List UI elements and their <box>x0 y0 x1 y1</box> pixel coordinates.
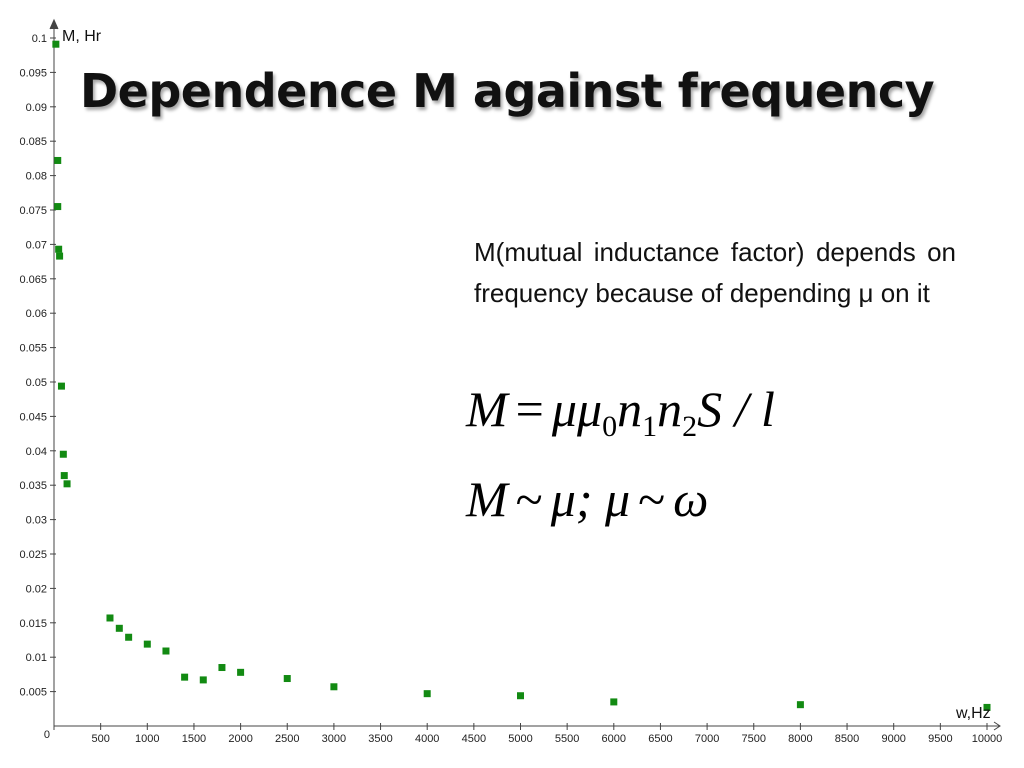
x-tick-label: 9000 <box>881 733 905 745</box>
data-point <box>143 640 151 648</box>
y-tick-label: 0.035 <box>19 480 47 492</box>
x-tick-label: 1500 <box>182 733 206 745</box>
data-point <box>54 156 62 164</box>
data-point <box>517 692 524 700</box>
data-point <box>55 245 63 253</box>
data-point <box>983 703 991 711</box>
formula-s-over-l: S / l <box>697 381 775 437</box>
y-tick-label: 0.06 <box>26 308 47 320</box>
formula-mu: μμ <box>551 381 603 437</box>
formula-n1: n <box>617 381 643 437</box>
data-point <box>54 203 62 211</box>
n1-subscript: 1 <box>642 410 658 443</box>
data-point <box>106 614 114 622</box>
data-point <box>181 673 189 681</box>
data-point <box>115 624 123 632</box>
chart-axes <box>49 18 1001 731</box>
proportionality-formula: M ~ μ; μ ~ ω <box>466 470 708 528</box>
data-point <box>162 647 170 655</box>
data-point <box>610 698 618 706</box>
x-tick-label: 8500 <box>835 733 859 745</box>
data-point <box>218 664 226 672</box>
data-point <box>423 690 431 698</box>
data-point <box>60 472 68 480</box>
x-tick-label: 3500 <box>368 733 392 745</box>
y-tick-label: 0.03 <box>26 515 47 527</box>
y-tick-label: 0.04 <box>26 446 47 458</box>
x-tick-label: 7000 <box>695 733 719 745</box>
x-tick-label: 7500 <box>742 733 766 745</box>
x-tick-label: 4500 <box>462 733 486 745</box>
prop-mu: μ; <box>550 471 593 527</box>
x-tick-label: 6500 <box>648 733 672 745</box>
data-point <box>59 450 67 458</box>
x-tick-label: 3000 <box>322 733 346 745</box>
y-axis-arrow <box>49 18 59 30</box>
data-point <box>57 382 65 390</box>
x-axis-arrow <box>993 721 1001 731</box>
x-axis-label: w,Hz <box>955 705 991 722</box>
prop-omega: ω <box>673 471 709 527</box>
y-tick-label: 0.085 <box>19 136 47 148</box>
x-tick-label: 10000 <box>972 733 1003 745</box>
inductance-formula: M = μμ0n1n2S / l <box>466 380 775 442</box>
data-point <box>330 683 338 691</box>
x-tick-label: 4000 <box>415 733 439 745</box>
x-tick-label: 1000 <box>135 733 159 745</box>
y-tick-label: 0.09 <box>26 102 47 114</box>
tilde-1: ~ <box>515 471 543 527</box>
y-tick-label: 0.07 <box>26 239 47 251</box>
formula-m: M <box>466 381 508 437</box>
y-tick-label: 0.05 <box>26 377 47 389</box>
data-point <box>56 252 64 260</box>
x-tick-label: 0 <box>44 729 50 741</box>
data-point <box>237 668 245 676</box>
x-tick-label: 6000 <box>602 733 626 745</box>
n2-subscript: 2 <box>682 410 698 443</box>
prop-m: M <box>466 471 508 527</box>
x-tick-label: 5000 <box>508 733 532 745</box>
x-tick-label: 5500 <box>555 733 579 745</box>
y-tick-label: 0.01 <box>26 652 47 664</box>
y-tick-label: 0.08 <box>26 171 47 183</box>
mu-subscript: 0 <box>602 410 618 443</box>
y-tick-label: 0.055 <box>19 343 47 355</box>
data-point <box>52 40 60 48</box>
data-point <box>63 480 71 488</box>
y-tick-label: 0.065 <box>19 274 47 286</box>
y-tick-label: 0.045 <box>19 411 47 423</box>
y-tick-label: 0.075 <box>19 205 47 217</box>
data-point <box>796 701 804 709</box>
data-point <box>283 675 291 683</box>
slide-title: Dependence M against frequency <box>80 64 935 118</box>
y-tick-label: 0.1 <box>32 33 47 45</box>
y-axis-ticks: 0.005 0.01 0.015 0.02 0.025 0.03 0.035 0.04 0.04… <box>19 33 56 699</box>
prop-mu-2: μ <box>604 471 631 527</box>
x-tick-label: 500 <box>91 733 109 745</box>
x-tick-label: 9500 <box>928 733 952 745</box>
data-points <box>52 40 991 711</box>
data-point <box>125 633 133 641</box>
tilde-2: ~ <box>638 471 666 527</box>
data-point <box>199 676 207 684</box>
equals-sign: = <box>515 381 544 437</box>
y-tick-label: 0.005 <box>19 687 47 699</box>
x-axis-ticks: 0 500 1000 1500 2000 2500 3000 3500 4000 4500 5000… <box>44 723 1002 745</box>
y-tick-label: 0.095 <box>19 67 47 79</box>
x-tick-label: 8000 <box>788 733 812 745</box>
x-tick-label: 2500 <box>275 733 299 745</box>
description-text: M(mutual inductance factor) depends on f… <box>474 237 956 308</box>
formula-n2: n <box>657 381 683 437</box>
y-tick-label: 0.015 <box>19 618 47 630</box>
y-axis-label: M, Hr <box>62 28 102 45</box>
y-tick-label: 0.02 <box>26 583 47 595</box>
y-tick-label: 0.025 <box>19 549 47 561</box>
x-tick-label: 2000 <box>228 733 252 745</box>
